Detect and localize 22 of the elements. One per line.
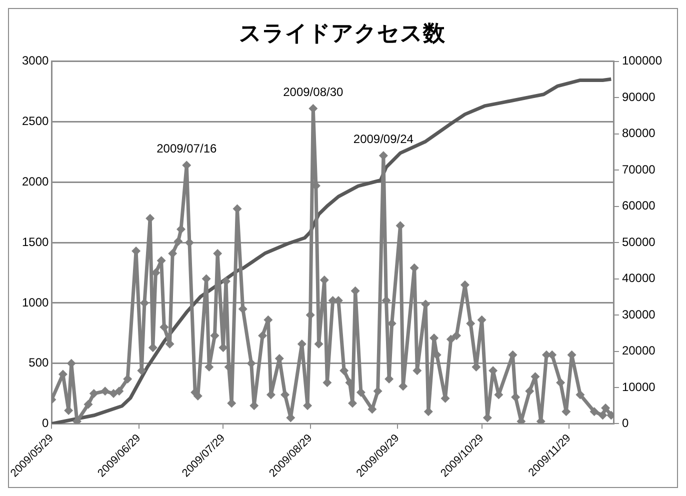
- y2-tick-label: 90000: [622, 90, 656, 104]
- y2-tick-label: 30000: [622, 307, 656, 322]
- y-tick-label: 2500: [22, 114, 50, 128]
- y2-tick-label: 10000: [622, 380, 656, 394]
- annotation: 2009/07/16: [156, 142, 217, 156]
- y-tick-label: 1500: [22, 234, 50, 249]
- chart-title: スライドアクセス数: [239, 20, 446, 46]
- y2-tick-label: 20000: [622, 344, 656, 358]
- annotation: 2009/08/30: [283, 84, 344, 99]
- y-tick-label: 1000: [22, 295, 50, 310]
- y2-tick-label: 40000: [622, 271, 656, 286]
- y2-tick-label: 50000: [622, 234, 656, 249]
- y-tick-label: 2000: [22, 174, 50, 188]
- y-tick-label: 3000: [22, 54, 50, 68]
- y2-tick-label: 100000: [622, 54, 662, 68]
- y2-tick-label: 80000: [622, 126, 656, 140]
- y-tick-label: 0: [42, 416, 50, 430]
- y2-tick-label: 70000: [622, 162, 656, 176]
- annotation: 2009/09/24: [353, 132, 414, 146]
- y2-tick-label: 0: [622, 416, 629, 430]
- y-tick-label: 500: [28, 356, 50, 370]
- y2-tick-label: 60000: [622, 198, 656, 213]
